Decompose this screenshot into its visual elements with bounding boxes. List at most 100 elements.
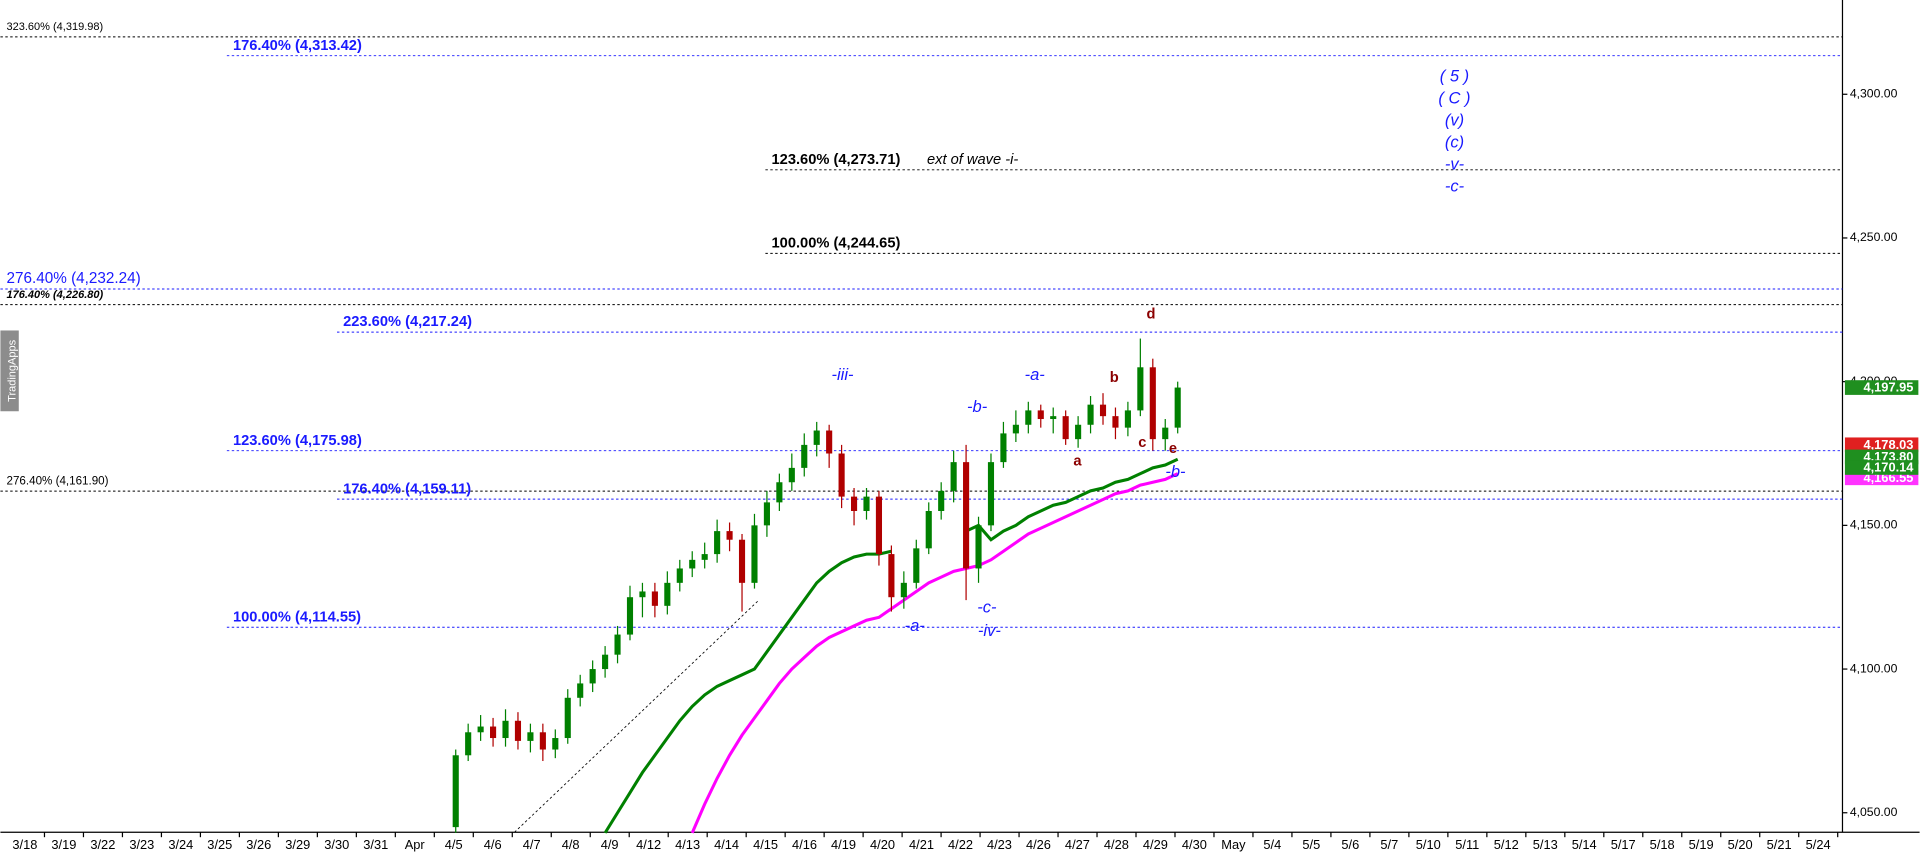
candle-body [938, 490, 945, 511]
x-tick-label: 4/12 [636, 837, 661, 852]
candle-body [875, 496, 883, 555]
wave-label: (c) [1445, 133, 1464, 152]
x-tick-label: 4/7 [523, 837, 541, 852]
y-tick-label: 4,150.00 [1850, 518, 1898, 532]
fib-level-label: 123.60% (4,175.98) [233, 433, 362, 449]
candle-body [1137, 367, 1144, 411]
fib-level-label: 176.40% (4,226.80) [7, 289, 104, 301]
candle-body [452, 755, 459, 828]
candle-body [651, 591, 658, 606]
x-tick-label: 3/24 [168, 837, 193, 852]
price-tag [1844, 380, 1919, 395]
x-tick-label: 3/30 [324, 837, 349, 852]
candle-body [676, 568, 683, 583]
x-tick-label: 4/29 [1143, 837, 1168, 852]
candle-body [589, 669, 596, 684]
candle-body [1025, 410, 1032, 425]
candle-body [925, 510, 932, 549]
fib-level-label: 100.00% (4,244.65) [772, 235, 901, 251]
x-tick-label: 4/26 [1026, 837, 1051, 852]
candle-body [788, 467, 795, 483]
wave-label: -b- [967, 397, 988, 416]
candle-body [813, 430, 820, 445]
candle-body [1075, 424, 1082, 440]
candle-body [1012, 424, 1019, 434]
x-tick-label: 5/6 [1341, 837, 1359, 852]
candle-body [950, 462, 957, 491]
wave-label: a [1073, 453, 1082, 469]
x-tick-label: 3/23 [129, 837, 154, 852]
x-tick-label: Apr [405, 837, 426, 852]
wave-label: c [1138, 435, 1146, 451]
moving-average [690, 472, 1179, 834]
watermark: TradingApps [7, 339, 19, 401]
candle-body [514, 720, 522, 741]
y-tick-label: 4,250.00 [1850, 230, 1898, 244]
wave-label: -v- [1445, 155, 1465, 174]
x-tick-label: 3/31 [363, 837, 388, 852]
candle-body [913, 548, 920, 583]
price-tag-label: 4,178.03 [1863, 437, 1913, 452]
candle-body [900, 582, 907, 598]
candle-body [614, 634, 621, 655]
candle-body [502, 720, 509, 739]
wave-label: ( 5 ) [1440, 66, 1469, 85]
fib-level-label: 176.40% (4,159.11) [343, 481, 471, 497]
candle-body [465, 732, 472, 756]
x-tick-label: 4/23 [987, 837, 1012, 852]
x-tick-label: 3/26 [246, 837, 271, 852]
x-tick-label: 4/19 [831, 837, 856, 852]
x-tick-label: May [1221, 837, 1246, 852]
x-tick-label: 5/12 [1494, 837, 1519, 852]
wave-label: -iii- [831, 365, 854, 384]
wave-label: -c- [1445, 177, 1465, 196]
candle-body [1124, 410, 1131, 428]
candle-body [1112, 416, 1119, 428]
candle-body [1050, 416, 1057, 420]
fib-level-label: 123.60% (4,273.71) [772, 152, 901, 168]
candle-body [539, 732, 546, 750]
candle-body [477, 726, 484, 733]
candle-body [527, 732, 534, 741]
wave-label: e [1169, 441, 1177, 457]
wave-label: -iv- [978, 621, 1001, 640]
candle-body [1062, 416, 1069, 440]
candle-body [726, 531, 733, 540]
x-tick-label: 4/27 [1065, 837, 1090, 852]
candle-body [714, 531, 721, 555]
wave-label: -a- [1025, 365, 1046, 384]
candle-body [838, 453, 845, 497]
wave-label: -b- [1165, 462, 1186, 481]
candle-body [850, 496, 858, 511]
x-tick-label: 5/21 [1767, 837, 1792, 852]
x-tick-label: 5/19 [1689, 837, 1714, 852]
candle-body [1087, 404, 1094, 425]
candle-body [552, 738, 559, 750]
candle-body [987, 462, 995, 526]
fib-level-label: 223.60% (4,217.24) [343, 314, 472, 330]
candle-body [1162, 427, 1169, 440]
wave-label: ( C ) [1438, 89, 1470, 108]
candle-body [564, 697, 571, 739]
price-tag-label: 4,170.14 [1863, 459, 1914, 474]
y-tick-label: 4,050.00 [1850, 805, 1898, 819]
candle-body [490, 726, 497, 739]
x-tick-label: 3/18 [12, 837, 37, 852]
x-tick-label: 4/8 [562, 837, 580, 852]
fib-level-label: 323.60% (4,319.98) [7, 21, 104, 33]
candle-body [963, 462, 970, 569]
candle-body [863, 496, 870, 511]
x-tick-label: 5/5 [1302, 837, 1320, 852]
candle-body [577, 683, 584, 698]
x-tick-label: 4/6 [484, 837, 502, 852]
watermark-tab [0, 330, 19, 412]
x-tick-label: 4/30 [1182, 837, 1207, 852]
x-tick-label: 4/9 [601, 837, 619, 852]
candle-body [751, 525, 758, 583]
x-tick-label: 5/18 [1650, 837, 1675, 852]
x-tick-label: 4/13 [675, 837, 700, 852]
y-tick-label: 4,300.00 [1850, 87, 1898, 101]
wave-label: (v) [1445, 111, 1464, 130]
candle-body [602, 654, 609, 670]
